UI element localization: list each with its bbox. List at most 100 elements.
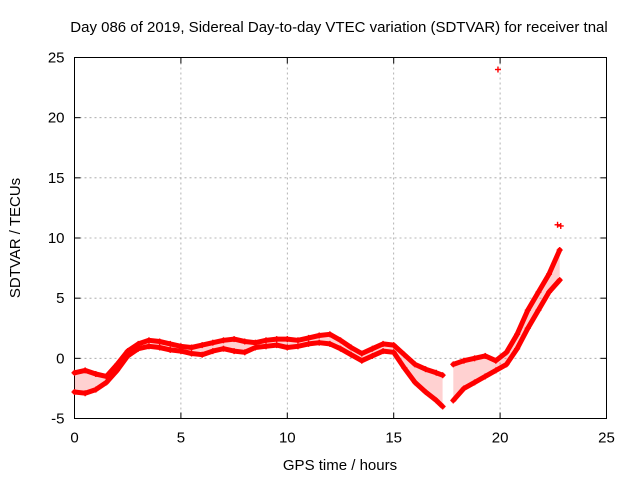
data-point [252, 344, 259, 351]
data-point [114, 367, 121, 374]
x-tick-label: 0 [70, 430, 78, 447]
data-point [231, 336, 238, 343]
y-tick-label: 10 [48, 230, 65, 247]
data-point [422, 389, 429, 396]
y-tick-label: 15 [48, 170, 65, 187]
data-point [524, 307, 531, 314]
data-point [390, 342, 397, 349]
data-point [348, 344, 355, 351]
late-band-fill [453, 250, 560, 401]
data-point [450, 361, 457, 368]
data-point [546, 289, 553, 296]
data-point [135, 345, 142, 352]
data-point [358, 350, 365, 357]
data-point [535, 307, 542, 314]
x-tick-label: 20 [492, 430, 509, 447]
data-point [401, 364, 408, 371]
data-point [124, 352, 131, 359]
data-point [305, 340, 312, 347]
y-tick-label: 5 [56, 290, 64, 307]
data-point [460, 385, 467, 392]
chart-title: Day 086 of 2019, Sidereal Day-to-day VTE… [70, 19, 607, 36]
data-point [492, 357, 499, 364]
axis-ticks [74, 57, 607, 419]
data-point [492, 367, 499, 374]
grid [74, 57, 607, 419]
data-point [358, 357, 365, 364]
x-tick-label: 25 [598, 430, 615, 447]
data-point [514, 345, 521, 352]
y-tick-labels: -5 0 5 10 15 20 25 [48, 50, 65, 428]
data-point [71, 389, 78, 396]
y-tick-label: -5 [51, 411, 64, 428]
data-point [82, 367, 89, 374]
data-point [284, 336, 291, 343]
data-point [316, 339, 323, 346]
data-point [103, 379, 110, 386]
data-point [546, 271, 553, 278]
data-point [380, 340, 387, 347]
band-fill [74, 334, 443, 407]
data-point [263, 337, 270, 344]
data-point [145, 337, 152, 344]
data-point [92, 386, 99, 393]
x-tick-label: 15 [385, 430, 402, 447]
data-point [556, 247, 563, 254]
data-point [188, 344, 195, 351]
data-points [71, 66, 564, 410]
data-point [369, 352, 376, 359]
data-point [199, 351, 206, 358]
data-point [145, 343, 152, 350]
data-point [482, 352, 489, 359]
data-point [167, 340, 174, 347]
data-point [156, 338, 163, 345]
data-point [369, 345, 376, 352]
data-point [411, 379, 418, 386]
data-point [199, 342, 206, 349]
data-point [460, 357, 467, 364]
data-point [556, 277, 563, 284]
data-point [326, 340, 333, 347]
data-point [71, 369, 78, 376]
data-point [380, 348, 387, 355]
data-point [294, 343, 301, 350]
data-point [401, 351, 408, 358]
data-point [156, 344, 163, 351]
data-point [273, 336, 280, 343]
data-point [82, 390, 89, 397]
data-point [263, 343, 270, 350]
data-point [305, 334, 312, 341]
data-point [294, 337, 301, 344]
data-point [433, 369, 440, 376]
data-point [494, 66, 501, 73]
data-point [231, 348, 238, 355]
y-tick-label: 0 [56, 350, 64, 367]
data-point [209, 339, 216, 346]
x-tick-labels: 0 5 10 15 20 25 [70, 430, 615, 447]
data-point [450, 397, 457, 404]
x-tick-label: 5 [177, 430, 185, 447]
data-point [241, 338, 248, 345]
data-point [439, 372, 446, 379]
data-point [439, 403, 446, 410]
data-point [554, 221, 561, 228]
data-point [411, 361, 418, 368]
data-point [503, 361, 510, 368]
data-point [535, 289, 542, 296]
data-point [177, 348, 184, 355]
data-point [326, 331, 333, 338]
data-point [92, 370, 99, 377]
y-tick-label: 25 [48, 50, 65, 67]
data-point [241, 349, 248, 356]
data-point [482, 373, 489, 380]
y-axis-label: SDTVAR / TECUs [7, 178, 24, 298]
data-point [220, 345, 227, 352]
data-point [188, 350, 195, 357]
data-point [471, 379, 478, 386]
data-point [524, 325, 531, 332]
data-point [433, 397, 440, 404]
x-axis-label: GPS time / hours [283, 457, 397, 474]
data-point [514, 331, 521, 338]
